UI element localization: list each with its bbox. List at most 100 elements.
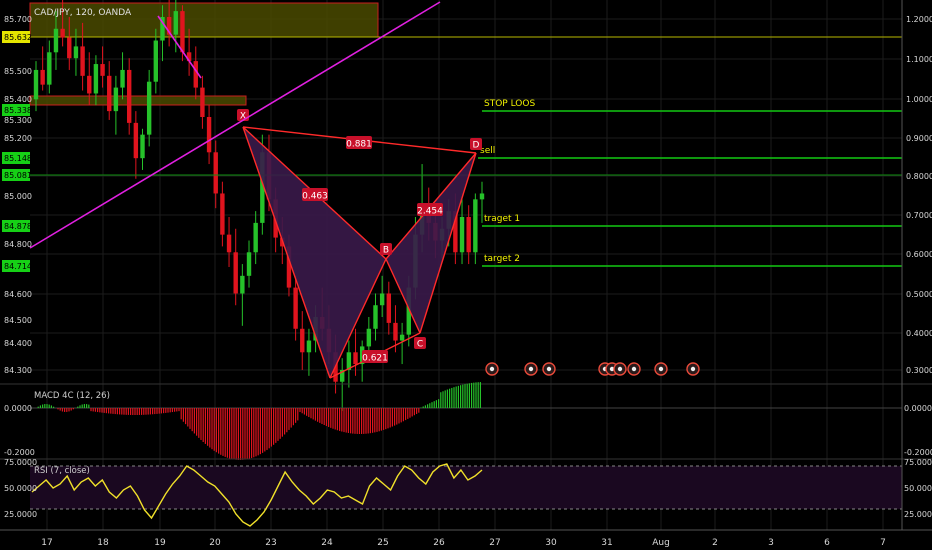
candle-body — [453, 211, 458, 253]
left-tick-label: 85.300 — [4, 116, 32, 125]
macd-panel: MACD 4C (12, 26) — [0, 382, 932, 460]
macd-title: MACD 4C (12, 26) — [34, 391, 110, 401]
left-tick-label: 84.400 — [4, 339, 32, 348]
candle-body — [240, 275, 245, 294]
candle-body — [160, 17, 165, 41]
x-tick-label: 6 — [824, 538, 830, 548]
rsi-title: RSI (7, close) — [34, 466, 90, 476]
left-tick-label: 84.600 — [4, 290, 32, 299]
pattern-point-badge — [380, 243, 392, 255]
event-icon-dot — [658, 366, 664, 372]
level-label: target 2 — [484, 254, 520, 264]
candle-body — [53, 28, 59, 53]
candle-body — [473, 199, 478, 253]
event-icon-dot — [631, 366, 637, 372]
candle-body — [133, 122, 139, 159]
ratio-label: 2.454 — [417, 207, 443, 217]
event-icon-dot — [489, 366, 495, 372]
event-icon-dot — [609, 366, 615, 372]
candle-body — [260, 152, 265, 223]
candle-body — [73, 46, 79, 59]
candle-body — [233, 252, 238, 294]
x-tick-label: 2 — [712, 538, 718, 548]
pattern-point-label: D — [473, 141, 480, 151]
macd-left-tick: -0.2000 — [4, 448, 35, 457]
level-label: sell — [480, 146, 495, 156]
macd-right-tick: -0.2000 — [904, 448, 932, 457]
right-tick-label: 1.1000 — [906, 55, 932, 64]
candle-body — [353, 352, 358, 365]
right-tick-label: 1.0000 — [906, 95, 932, 104]
price-tag — [2, 220, 30, 232]
level-label: traget 1 — [484, 214, 520, 224]
price-tag-label: 84.714 — [4, 262, 32, 271]
price-tag-label: 85.338 — [4, 106, 32, 115]
pattern-point-label: B — [383, 246, 389, 256]
ratio-badge — [346, 136, 372, 149]
candle-body — [107, 75, 112, 112]
x-tick-label: 26 — [433, 538, 445, 548]
left-tick-label: 85.500 — [4, 67, 32, 76]
event-icon-dot — [617, 366, 623, 372]
candle-body — [93, 64, 99, 94]
candle-body — [340, 369, 345, 382]
x-tick-label: 3 — [768, 538, 774, 548]
trendlines — [29, 1, 441, 249]
candle-body — [286, 246, 292, 288]
price-tag — [2, 169, 30, 181]
pattern-leg — [242, 126, 331, 379]
candle-body — [386, 293, 392, 323]
candle-body — [373, 305, 378, 329]
economic-event-icons — [485, 362, 700, 376]
rsi-right-tick: 75.0000 — [904, 458, 932, 467]
candle-body — [140, 134, 145, 159]
candle-body — [193, 61, 198, 88]
rsi-left-tick: 25.0000 — [4, 510, 37, 519]
candle-body — [300, 328, 305, 353]
price-tag — [2, 260, 30, 272]
pattern-leg — [419, 152, 477, 334]
candle-body — [153, 40, 159, 82]
left-tick-label: 84.800 — [4, 240, 32, 249]
ascending-trendline — [29, 1, 441, 249]
ratio-label: 0.463 — [302, 192, 328, 202]
price-tag-label: 85.081 — [4, 171, 32, 180]
pattern-point-label: C — [417, 340, 423, 350]
right-tick-label: 0.4000 — [906, 329, 932, 338]
right-tick-label: 0.8000 — [906, 172, 932, 181]
candle-body — [166, 17, 172, 35]
candle-body — [80, 46, 85, 76]
rsi-right-tick: 50.0000 — [904, 484, 932, 493]
x-tick-label: Aug — [652, 538, 670, 548]
pattern-point-badge — [470, 138, 482, 150]
supply-zone-upper — [29, 2, 379, 38]
price-tag — [2, 104, 30, 116]
right-tick-label: 0.6000 — [906, 250, 932, 259]
candle-body — [346, 352, 352, 370]
x-tick-label: 30 — [545, 538, 557, 548]
grid-lines — [30, 0, 902, 530]
rsi-left-tick: 75.0000 — [4, 458, 37, 467]
x-tick-label: 7 — [880, 538, 886, 548]
candle-body — [253, 222, 258, 253]
pattern-leg — [385, 258, 421, 334]
x-tick-label: 25 — [377, 538, 388, 548]
macd-right-tick: 0.0000 — [904, 404, 932, 413]
candle-body — [459, 217, 465, 253]
candle-body — [40, 69, 45, 85]
left-tick-label: 85.000 — [4, 192, 32, 201]
left-tick-label: 84.300 — [4, 366, 32, 375]
candle-body — [87, 75, 92, 94]
candle-body — [226, 234, 232, 253]
rsi-panel: RSI (7, close) — [0, 458, 932, 527]
right-tick-label: 0.9000 — [906, 134, 932, 143]
x-tick-label: 23 — [265, 538, 276, 548]
pattern-point-label: X — [240, 112, 246, 122]
event-icon-dot — [528, 366, 534, 372]
pattern-leg — [329, 258, 387, 379]
candle-body — [120, 69, 125, 88]
price-tag — [2, 152, 30, 164]
candle-body — [60, 28, 65, 38]
supply-zones — [29, 2, 902, 106]
